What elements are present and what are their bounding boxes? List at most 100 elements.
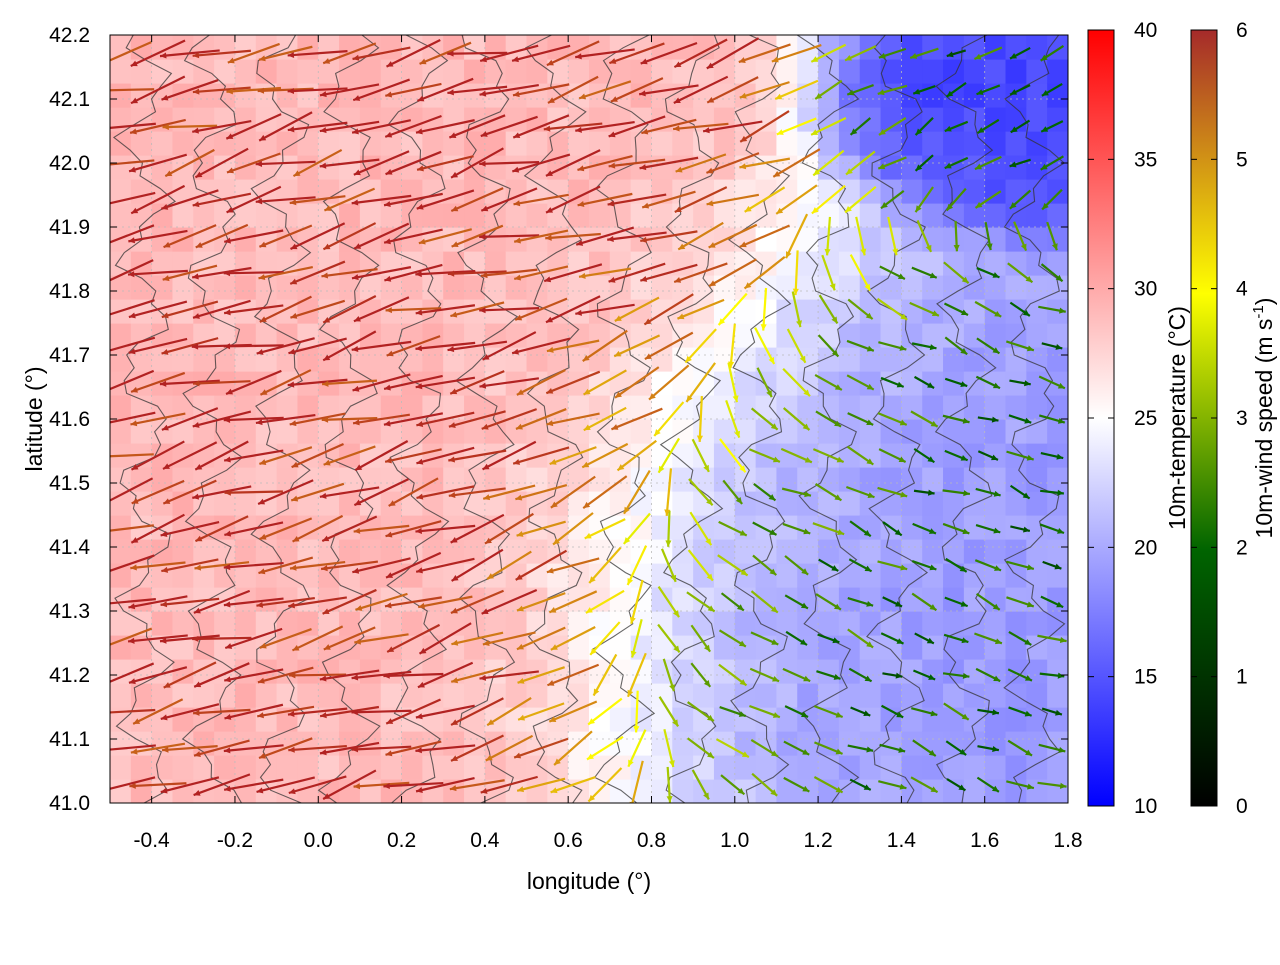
wind-arrow: [288, 744, 347, 753]
temperature-cell: [359, 227, 382, 252]
temperature-cell: [984, 443, 1007, 468]
temperature-cell: [130, 467, 153, 492]
temperature-cell: [984, 203, 1007, 228]
wind-arrow: [818, 558, 839, 572]
temperature-cell: [234, 203, 257, 228]
wind-arrow: [846, 485, 875, 499]
wind-arrow: [547, 663, 600, 687]
temperature-cell: [401, 275, 423, 300]
temperature-cell: [818, 203, 840, 228]
wind-arrow: [450, 301, 505, 318]
temperature-cell: [464, 683, 486, 708]
temperature-cell: [901, 659, 923, 684]
wind-arrow: [319, 669, 380, 682]
wind-arrow: [451, 631, 504, 646]
temperature-cell: [401, 395, 423, 420]
temperature-cell: [380, 683, 403, 708]
wind-arrow: [415, 376, 476, 390]
temperature-cell: [922, 659, 944, 684]
wind-arrow: [192, 410, 252, 428]
wind-arrow: [192, 485, 252, 500]
wind-arrow: [575, 303, 635, 316]
wind-arrow: [771, 44, 822, 63]
temperature-cell: [901, 611, 923, 636]
temperature-cell: [1026, 491, 1048, 516]
temperature-cell: [880, 467, 902, 492]
temperature-cell: [797, 347, 819, 372]
wind-arrow: [627, 729, 647, 768]
temperature-cell: [901, 347, 923, 372]
temperature-cell: [984, 347, 1007, 372]
temperature-cell: [464, 347, 486, 372]
wind-arrow: [910, 776, 939, 794]
temperature-cell: [797, 227, 819, 252]
temperature-cell: [339, 755, 361, 780]
wind-arrow: [690, 624, 712, 653]
temperature-cell: [922, 587, 944, 612]
temperature-cell: [880, 131, 902, 156]
temperature-cell: [901, 515, 923, 540]
wind-arrow: [911, 592, 938, 612]
temperature-cell: [963, 683, 986, 708]
wind-arrow: [290, 482, 345, 502]
temperature-cell: [943, 347, 965, 372]
x-tick-label: 1.4: [887, 829, 917, 852]
wind-arrow: [738, 43, 791, 64]
wind-arrow: [783, 776, 810, 793]
temperature-cell: [880, 563, 902, 588]
temperature-cell: [776, 155, 798, 180]
wind-arrow: [1040, 489, 1065, 496]
temperature-cell: [838, 419, 861, 444]
y-tick-label: 41.1: [49, 728, 90, 751]
wind-arrow: [639, 156, 699, 171]
wind-arrow: [291, 442, 344, 469]
temperature-cell: [526, 707, 548, 732]
wind-arrow: [448, 410, 506, 428]
wind-arrow: [1042, 560, 1062, 570]
temperature-cell: [339, 35, 361, 60]
temperature-cell: [339, 203, 361, 228]
colorbar-tick-label: 2: [1236, 536, 1248, 559]
temperature-cell: [963, 419, 986, 444]
temperature-cell: [943, 611, 965, 636]
wind-arrow: [608, 158, 666, 169]
wind-arrow: [416, 411, 475, 427]
temperature-cell: [151, 491, 174, 516]
temperature-cell: [276, 131, 299, 156]
wind-arrow: [911, 560, 937, 571]
wind-arrow: [882, 521, 903, 537]
wind-arrow: [719, 438, 747, 473]
wind-arrow: [1007, 262, 1034, 284]
wind-arrow: [193, 773, 251, 797]
temperature-cell: [505, 635, 528, 660]
temperature-cell: [838, 107, 861, 132]
wind-arrow: [718, 629, 747, 648]
temperature-cell: [443, 251, 465, 276]
x-tick-label: 0.2: [387, 829, 416, 852]
wind-arrow: [609, 42, 665, 65]
temperature-cell: [151, 299, 174, 324]
wind-arrow: [849, 520, 872, 538]
wind-arrow: [292, 514, 344, 543]
temperature-cell: [255, 35, 278, 60]
wind-arrow: [351, 119, 412, 135]
temperature-cell: [672, 731, 694, 756]
temperature-cell: [234, 539, 257, 564]
temperature-cell: [547, 707, 569, 732]
temperature-cell: [963, 179, 986, 204]
temperature-cell: [443, 707, 465, 732]
temperature-cell: [797, 491, 819, 516]
temperature-cell: [1005, 587, 1027, 612]
temperature-cell: [943, 587, 965, 612]
wind-arrow: [643, 293, 694, 326]
temperature-cell: [110, 779, 132, 803]
wind-arrow: [974, 190, 1002, 209]
temperature-cell: [1005, 227, 1027, 252]
temperature-cell: [859, 443, 882, 468]
temperature-cell: [797, 683, 819, 708]
wind-arrow: [353, 478, 409, 507]
temperature-cell: [214, 203, 236, 228]
temperature-cell: [609, 59, 632, 84]
wind-arrow: [1040, 595, 1064, 609]
temperature-cell: [880, 59, 902, 84]
